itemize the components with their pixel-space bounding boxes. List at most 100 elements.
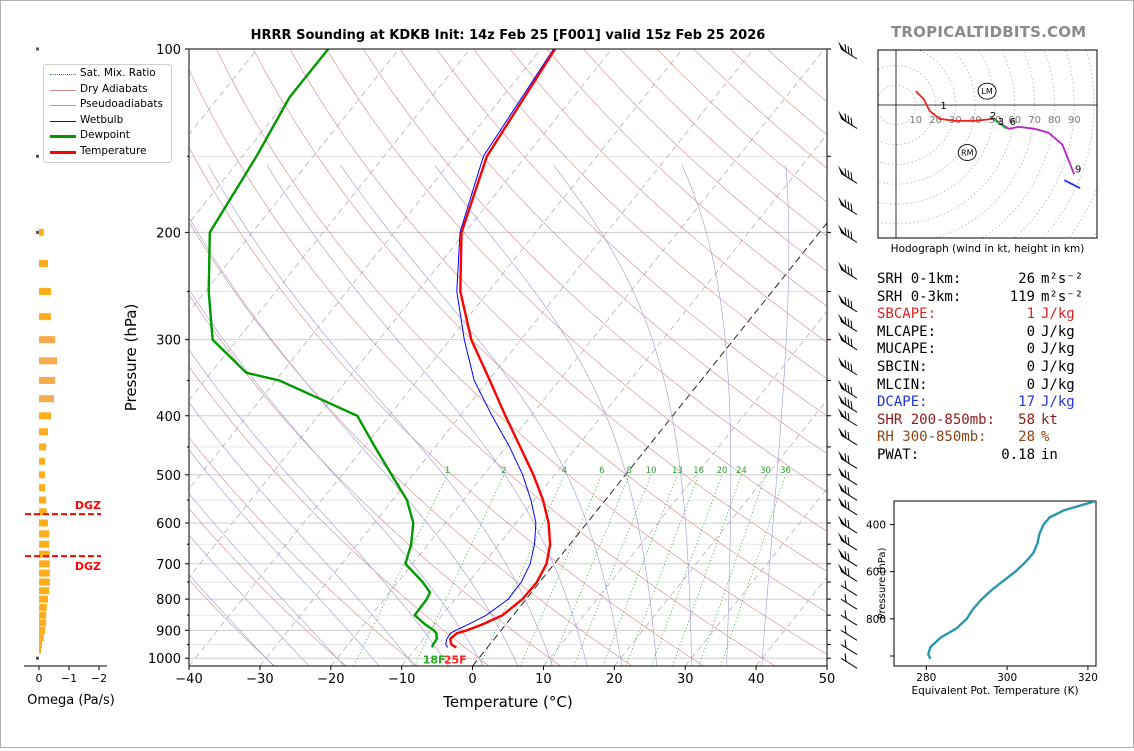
wind-barb xyxy=(838,482,858,501)
x-tick-label: 10 xyxy=(535,672,552,687)
dry-adiabat xyxy=(326,49,827,532)
theta-x-tick-label: 300 xyxy=(997,672,1017,684)
isotherm-line xyxy=(684,488,827,666)
y-axis-label: Pressure (hPa) xyxy=(122,304,140,412)
barb-feather xyxy=(847,384,850,393)
stat-unit: m²s⁻² xyxy=(1041,271,1084,287)
barb-feather xyxy=(844,594,847,603)
omega-bar xyxy=(39,578,50,586)
barb-feather xyxy=(847,412,850,421)
legend-label: Sat. Mix. Ratio xyxy=(80,67,156,79)
barb-feather xyxy=(847,455,850,464)
hodograph-frame xyxy=(877,49,1098,239)
wind-barb xyxy=(838,394,858,413)
surface-dewpoint-label: 18F xyxy=(423,653,446,666)
barb-shaft xyxy=(840,614,858,626)
hodograph-ring-label: 90 xyxy=(1068,115,1081,126)
barb-feather xyxy=(850,117,853,126)
y-tick-label: 600 xyxy=(156,517,181,532)
stat-value: 0 xyxy=(1026,323,1035,340)
x-axis-label: Temperature (°C) xyxy=(442,693,572,711)
x-tick-label: 20 xyxy=(606,672,623,687)
stats-panel: SRH 0-1km: 26 m²s⁻² SRH 0-3km: 119 m²s⁻² SBCAP… xyxy=(877,271,1107,465)
wind-barb xyxy=(838,41,858,60)
stat-label: SBCAPE: xyxy=(877,306,937,323)
barb-feather xyxy=(844,610,847,619)
isotherm-line xyxy=(401,133,827,666)
wind-barb xyxy=(840,639,858,656)
omega-bar xyxy=(39,471,45,479)
theta-e-plot xyxy=(927,501,1096,660)
barb-feather xyxy=(850,203,853,212)
barb-flag xyxy=(838,331,846,343)
barb-flag xyxy=(838,532,846,544)
omega-bar xyxy=(39,287,51,295)
stat-value: 17 xyxy=(1018,394,1035,411)
dgz-label: DGZ xyxy=(75,560,101,573)
barb-flag xyxy=(838,466,846,478)
moist-adiabat xyxy=(434,164,657,666)
moist-adiabat xyxy=(681,164,732,666)
wind-barb xyxy=(838,466,858,486)
hodograph-ring-label: 80 xyxy=(1048,115,1061,126)
y-tick-label: 200 xyxy=(156,226,181,241)
barb-feather xyxy=(847,336,850,345)
omega-tick-label: −1 xyxy=(61,672,77,685)
stat-row: SBCIN: 0 J/kg xyxy=(877,359,1107,377)
wind-barb xyxy=(838,110,858,129)
y-tick-label: 900 xyxy=(156,624,181,639)
dry-adiabat xyxy=(189,508,347,666)
wind-barb xyxy=(838,450,858,469)
dry-adiabat xyxy=(189,437,418,666)
barb-feather xyxy=(844,296,847,305)
stat-unit: J/kg xyxy=(1041,323,1075,340)
omega-bar xyxy=(39,587,50,595)
barb-feather xyxy=(847,361,850,370)
legend-swatch xyxy=(50,105,76,107)
dry-adiabat xyxy=(399,49,827,454)
wind-barb xyxy=(838,426,858,446)
wind-barb xyxy=(838,196,858,215)
barb-flag xyxy=(838,426,846,438)
wind-barb xyxy=(838,165,858,184)
moist-adiabat xyxy=(189,449,380,666)
barb-feather xyxy=(850,320,853,329)
mixing-ratio-line xyxy=(353,474,448,666)
stat-row: SRH 0-3km: 119 m²s⁻² xyxy=(877,289,1107,307)
legend-swatch xyxy=(50,74,76,75)
barb-feather xyxy=(844,199,847,208)
barb-shaft xyxy=(840,598,858,610)
wind-barb xyxy=(838,293,858,313)
hodograph-ring-label: 70 xyxy=(1028,115,1041,126)
hodograph-height-label: 2 xyxy=(990,111,996,122)
barb-feather xyxy=(844,551,847,560)
legend-item: Dry Adiabats xyxy=(44,83,171,99)
legend-label: Wetbulb xyxy=(80,113,124,126)
dry-adiabat xyxy=(362,49,827,493)
moist-adiabat xyxy=(553,164,692,666)
barb-feather xyxy=(844,168,847,177)
mixing-ratio-label: 10 xyxy=(646,466,657,476)
barb-feather xyxy=(847,45,850,55)
x-tick-label: −10 xyxy=(388,672,415,687)
stat-label: SRH 0-1km: xyxy=(877,271,962,287)
mixing-ratio-line xyxy=(698,474,766,666)
barb-flag xyxy=(838,394,846,406)
barb-feather xyxy=(850,47,853,57)
wind-barb xyxy=(838,515,858,534)
theta-e-line xyxy=(927,501,1096,660)
stat-unit: J/kg xyxy=(1041,306,1075,323)
stat-value: 1 xyxy=(1026,306,1035,323)
barb-flag xyxy=(838,407,846,419)
x-tick-label: 40 xyxy=(748,672,765,687)
mixing-ratio-label: 1 xyxy=(445,466,450,476)
brand-watermark: TROPICALTIDBITS.COM xyxy=(891,23,1087,41)
legend-label: Dewpoint xyxy=(80,129,130,142)
barb-flag xyxy=(838,379,846,391)
barb-feather xyxy=(844,43,847,53)
omega-bar xyxy=(39,228,44,236)
wind-barb xyxy=(840,610,858,626)
stat-label: SHR 200-850mb: xyxy=(877,411,996,428)
mixing-ratio-line xyxy=(573,474,652,666)
